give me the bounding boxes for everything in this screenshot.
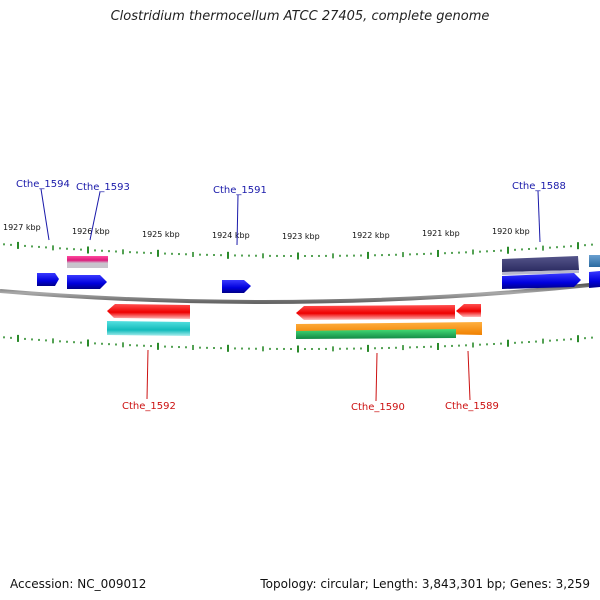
gene-labels: Cthe_1594 Cthe_1593 Cthe_1591 Cthe_1588 … [16,179,566,413]
scale-label: 1923 kbp [282,232,320,241]
gene-label[interactable]: Cthe_1591 [213,185,267,196]
genome-title: Clostridium thermocellum ATCC 27405, com… [110,9,490,24]
cds-arrow[interactable] [222,280,251,293]
callout-line [537,190,541,243]
gene-label[interactable]: Cthe_1590 [351,402,405,413]
gene-label[interactable]: Cthe_1589 [445,401,499,412]
cds-arrow[interactable] [502,273,581,289]
callout-line [236,194,239,246]
forward-features [37,255,600,293]
cds-arrow[interactable] [589,271,600,288]
callout-line [40,188,50,241]
scale-label: 1920 kbp [492,227,530,236]
callout-line [375,352,378,402]
callout-line [467,350,471,401]
cds-arrow-reverse[interactable] [456,304,481,317]
gene-feature[interactable] [589,255,600,267]
reverse-features [107,304,482,339]
scale-label: 1927 kbp [3,223,41,232]
gene-label[interactable]: Cthe_1594 [16,179,70,190]
genome-summary: Topology: circular; Length: 3,843,301 bp… [260,577,590,591]
scale-label: 1922 kbp [352,231,390,240]
scale-ticks-forward [3,241,593,260]
genome-backbone [0,282,600,304]
gene-feature[interactable] [67,263,108,268]
cds-arrow[interactable] [37,273,59,286]
accession-label: Accession: NC_009012 [10,577,147,591]
scale-label: 1925 kbp [142,230,180,239]
gene-callout-lines [40,188,541,402]
callout-line [146,349,149,400]
gene-label[interactable]: Cthe_1593 [76,182,130,193]
gene-feature[interactable] [502,256,579,272]
cds-arrow[interactable] [67,275,107,289]
gene-label[interactable]: Cthe_1592 [122,401,176,412]
scale-label: 1926 kbp [72,227,110,236]
scale-labels: 1927 kbp 1926 kbp 1925 kbp 1924 kbp 1923… [3,223,530,241]
gene-label[interactable]: Cthe_1588 [512,181,566,192]
cds-arrow-reverse[interactable] [107,304,190,319]
cds-arrow-reverse[interactable] [296,305,455,320]
scale-ticks-reverse [3,334,593,353]
gene-feature[interactable] [107,321,190,336]
gene-feature[interactable] [502,270,579,275]
scale-label: 1924 kbp [212,231,250,240]
gene-feature[interactable] [296,329,456,339]
scale-label: 1921 kbp [422,229,460,238]
gene-feature[interactable] [67,256,108,263]
callout-line [89,191,101,241]
